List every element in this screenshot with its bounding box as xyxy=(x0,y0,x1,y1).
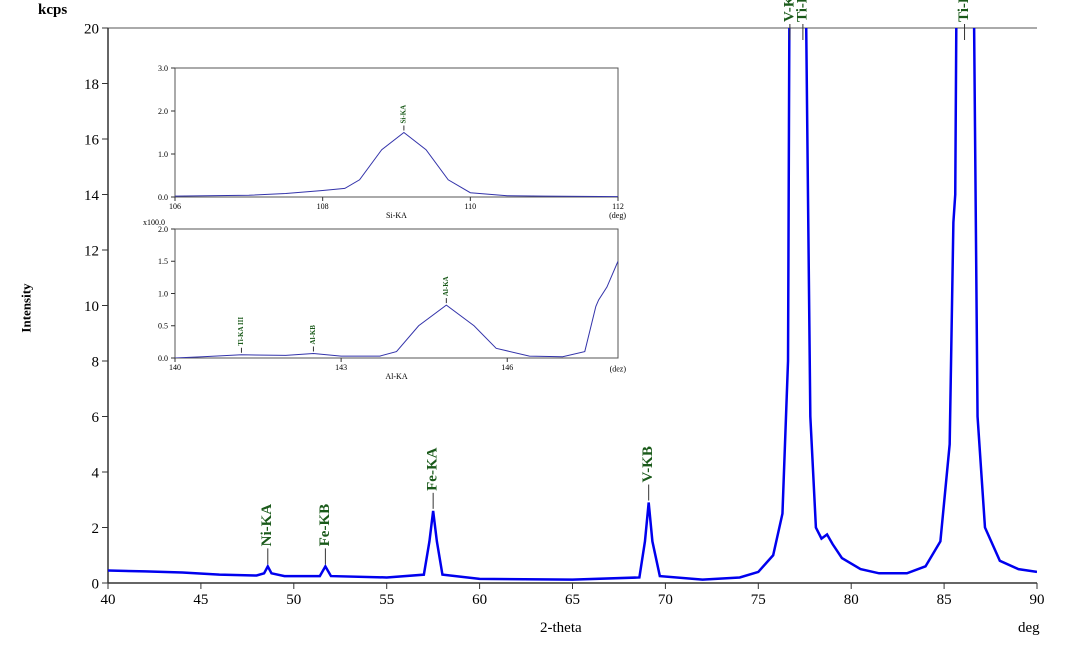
y-tick-label: 2.0 xyxy=(158,107,168,116)
y-tick-label: 12 xyxy=(84,243,99,259)
x-tick-label: 50 xyxy=(286,592,301,608)
y-tick-label: 18 xyxy=(84,77,99,93)
y-tick-label: 0.5 xyxy=(158,322,168,331)
y-tick-label: 3.0 xyxy=(158,64,168,73)
x-axis-label: 2-theta xyxy=(540,620,582,636)
spectrum-line xyxy=(175,261,618,358)
x-tick-label: 90 xyxy=(1030,592,1045,608)
x-tick-label: 45 xyxy=(193,592,208,608)
y-tick-label: 10 xyxy=(84,299,99,315)
y-tick-label: 4 xyxy=(92,465,100,481)
x-tick-label: 75 xyxy=(751,592,766,608)
x-tick-label: 112 xyxy=(612,202,624,211)
peak-label: V-KB xyxy=(640,446,656,482)
peak-label: Al-KA xyxy=(442,276,450,296)
y-tick-label: 0.0 xyxy=(158,193,168,202)
peak-label: Ti-KA xyxy=(956,0,972,22)
y-unit: kcps xyxy=(38,2,68,18)
x-tick-label: 70 xyxy=(658,592,673,608)
y-tick-label: 0 xyxy=(92,576,100,592)
y-tick-label: 1.0 xyxy=(158,289,168,298)
y-tick-label: 2.0 xyxy=(158,225,168,234)
y-tick-label: 8 xyxy=(92,354,100,370)
x-tick-label: 55 xyxy=(379,592,394,608)
y-tick-label: 16 xyxy=(84,132,100,148)
x-tick-label: 40 xyxy=(101,592,116,608)
y-tick-label: 0.0 xyxy=(158,354,168,363)
peak-label: Si-KA xyxy=(399,105,407,124)
x-tick-label: 65 xyxy=(565,592,580,608)
x-tick-label: 85 xyxy=(937,592,952,608)
peak-label: Ni-KA xyxy=(259,504,275,547)
y-tick-label: 1.0 xyxy=(158,150,168,159)
x-unit: deg xyxy=(1018,620,1040,636)
spectrum-line xyxy=(108,28,1037,581)
y-tick-label: 2 xyxy=(92,521,100,537)
x-tick-label: 60 xyxy=(472,592,487,608)
y-tick-label: 1.5 xyxy=(158,257,168,266)
y-tick-label: 14 xyxy=(84,188,100,204)
peak-label: Fe-KB xyxy=(317,504,333,547)
inset-x-unit: (dez) xyxy=(610,365,627,374)
x-tick-label: 106 xyxy=(169,202,181,211)
peak-label: Ti-KB xyxy=(794,0,810,22)
x-tick-label: 108 xyxy=(317,202,329,211)
peak-label: V-KA xyxy=(781,0,797,22)
inset-x-label: Si-KA xyxy=(386,211,407,220)
spectrum-line xyxy=(175,131,618,197)
x-tick-label: 110 xyxy=(464,202,476,211)
x-tick-label: 80 xyxy=(844,592,859,608)
x-tick-label: 140 xyxy=(169,363,181,372)
inset-frame xyxy=(174,67,619,198)
x-tick-label: 146 xyxy=(501,363,513,372)
inset-x-label: Al-KA xyxy=(385,372,407,381)
inset-x-unit: (deg) xyxy=(609,211,626,220)
peak-label: Ti-KA III xyxy=(237,317,245,346)
y-tick-label: 6 xyxy=(92,410,100,426)
multiplier-label: x100.0 xyxy=(143,218,165,227)
peak-label: Al-KB xyxy=(309,325,317,345)
peak-label: Fe-KA xyxy=(425,447,441,490)
inset-frame xyxy=(174,228,619,359)
y-tick-label: 20 xyxy=(84,21,99,37)
x-tick-label: 143 xyxy=(335,363,347,372)
